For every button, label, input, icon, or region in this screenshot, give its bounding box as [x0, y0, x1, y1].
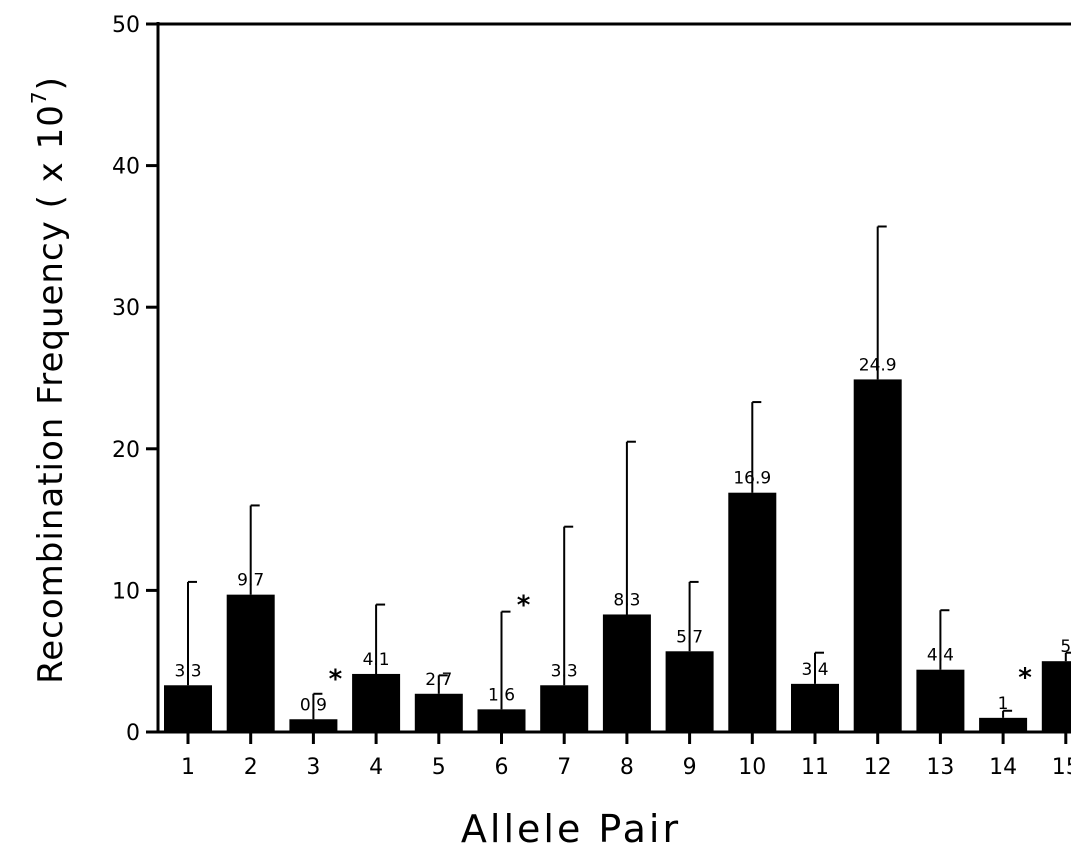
y-tick-label: 50 — [112, 13, 140, 38]
data-label: 0.9 — [300, 695, 327, 715]
data-label: 3.4 — [801, 660, 828, 680]
bar — [853, 379, 902, 732]
significance-marker: * — [517, 591, 531, 621]
bar — [791, 683, 839, 732]
significance-marker: * — [1018, 663, 1032, 693]
x-axis-label: Allele Pair — [461, 807, 681, 851]
x-tick-label: 8 — [620, 755, 634, 780]
x-tick-label: 15 — [1052, 755, 1071, 780]
data-label: 1 — [998, 694, 1009, 714]
x-tick-label: 6 — [495, 755, 509, 780]
bar — [665, 651, 714, 732]
plot-area: 0 10 20 30 40 50 3.3 1 9.7 2 0.9 3 * 4.1 4 2.7 5 1.6 6 * 3.3… — [112, 13, 1071, 780]
y-tick-label: 10 — [112, 579, 140, 604]
bar — [226, 594, 275, 732]
x-tick-label: 14 — [989, 755, 1017, 780]
data-label: 3.3 — [174, 661, 201, 681]
bar — [728, 492, 777, 732]
data-label: 5.7 — [676, 627, 703, 647]
data-label: 16.9 — [733, 469, 771, 489]
data-label: 4.1 — [363, 650, 390, 670]
y-axis-label: Recombination Frequency ( x 107) — [27, 76, 71, 684]
y-axis-label-exponent: 7 — [27, 90, 51, 104]
y-tick-label: 20 — [112, 438, 140, 463]
x-tick-label: 5 — [432, 755, 446, 780]
x-tick-label: 10 — [738, 755, 766, 780]
x-tick-label: 12 — [864, 755, 892, 780]
data-label: 1.6 — [488, 685, 515, 705]
x-tick-label: 9 — [683, 755, 697, 780]
bar — [979, 717, 1028, 732]
bar — [289, 719, 338, 732]
x-tick-label: 3 — [306, 755, 320, 780]
bar — [916, 669, 965, 732]
x-tick-label: 11 — [801, 755, 829, 780]
data-label: 9.7 — [237, 571, 264, 591]
bar — [164, 685, 212, 732]
bar — [1041, 661, 1071, 732]
x-tick-label: 4 — [369, 755, 383, 780]
data-label: 24.9 — [859, 355, 897, 375]
bar — [477, 709, 526, 732]
data-label: 8.3 — [613, 590, 640, 610]
x-tick-label: 2 — [244, 755, 258, 780]
y-axis-label-main: Recombination Frequency ( x 10 — [31, 104, 71, 684]
bar — [540, 685, 589, 732]
data-label: 4.4 — [927, 646, 954, 666]
significance-marker: * — [329, 664, 343, 694]
data-label: 5 — [1060, 637, 1071, 657]
y-tick-label: 40 — [112, 155, 140, 180]
y-tick-label: 30 — [112, 296, 140, 321]
y-tick-label: 0 — [126, 721, 140, 746]
x-tick-label: 13 — [926, 755, 954, 780]
bar — [414, 693, 463, 732]
bar — [352, 673, 401, 732]
data-label: 3.3 — [551, 661, 578, 681]
x-tick-label: 7 — [557, 755, 571, 780]
data-label: 2.7 — [425, 670, 452, 690]
bar — [602, 614, 651, 732]
y-axis-label-suffix: ) — [31, 76, 71, 90]
x-tick-label: 1 — [181, 755, 195, 780]
